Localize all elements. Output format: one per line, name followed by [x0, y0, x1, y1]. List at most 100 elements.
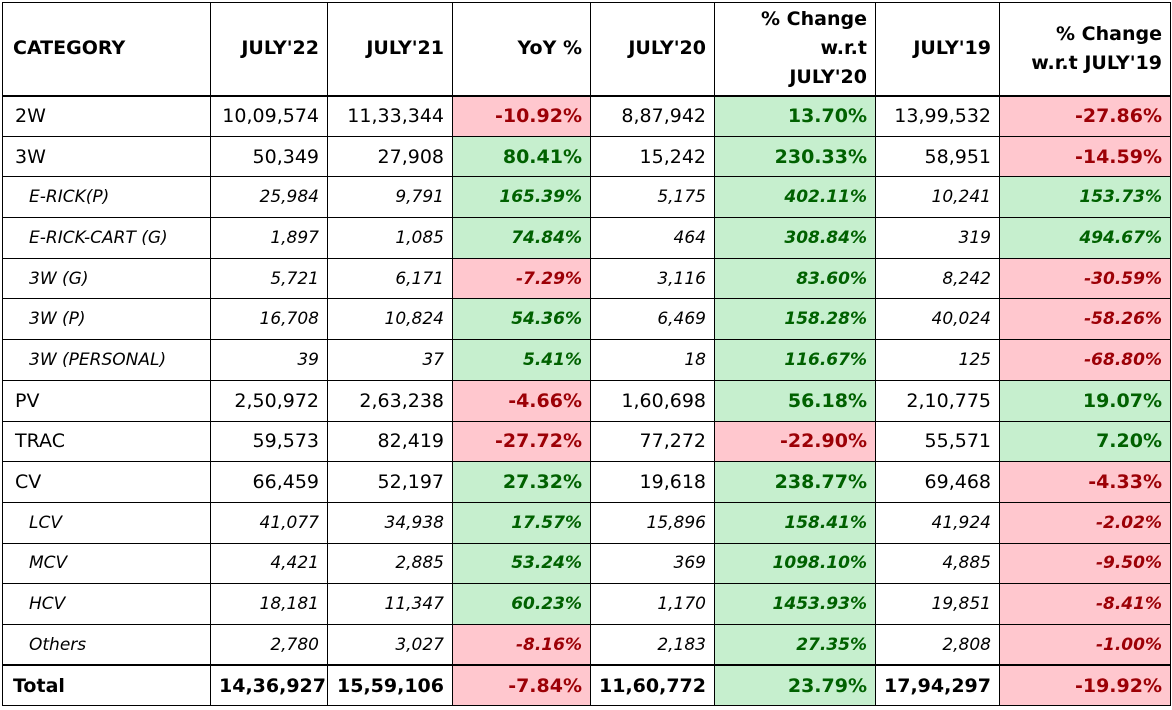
cell-chg19: -9.50% — [999, 542, 1171, 585]
cell-category: 3W (PERSONAL) — [2, 339, 211, 381]
cell-category: CV — [2, 461, 211, 503]
cell-chg20: 308.84% — [714, 217, 876, 259]
cell-july20: 6,469 — [590, 298, 715, 341]
cell-yoy: 27.32% — [452, 461, 591, 503]
cell-category: Total — [2, 664, 211, 707]
cell-chg19: -68.80% — [999, 339, 1171, 381]
header-change-july19-line1: % Change — [1056, 22, 1162, 45]
cell-july19: 40,024 — [875, 298, 1000, 341]
cell-chg20: 158.28% — [714, 298, 876, 341]
sub-category-row: E-RICK-CART (G) 1,897 1,085 74.84% 464 308.84… — [2, 217, 1171, 259]
cell-yoy: 54.36% — [452, 298, 591, 341]
cell-july20: 15,242 — [590, 135, 715, 178]
cell-july19: 13,99,532 — [875, 95, 1000, 137]
cell-chg20: 238.77% — [714, 461, 876, 503]
cell-july20: 464 — [590, 217, 715, 259]
cell-july22: 25,984 — [210, 176, 328, 219]
header-july22: JULY'22 — [210, 2, 328, 97]
cell-july21: 52,197 — [327, 461, 453, 503]
sub-category-row: E-RICK(P) 25,984 9,791 165.39% 5,175 402.11% 1… — [2, 176, 1171, 219]
cell-chg19: 19.07% — [999, 379, 1171, 422]
cell-july19: 58,951 — [875, 135, 1000, 178]
cell-chg19: 153.73% — [999, 176, 1171, 219]
cell-july20: 18 — [590, 339, 715, 381]
category-row: TRAC 59,573 82,419 -27.72% 77,272 -22.90% 55,5… — [2, 420, 1171, 463]
header-yoy: YoY % — [452, 2, 591, 97]
cell-july20: 77,272 — [590, 420, 715, 463]
cell-chg20: 402.11% — [714, 176, 876, 219]
cell-july19: 319 — [875, 217, 1000, 259]
cell-yoy: 80.41% — [452, 135, 591, 178]
cell-july21: 2,63,238 — [327, 379, 453, 422]
cell-july22: 59,573 — [210, 420, 328, 463]
cell-chg20: 1453.93% — [714, 583, 876, 625]
category-row: PV 2,50,972 2,63,238 -4.66% 1,60,698 56.18% 2,… — [2, 379, 1171, 422]
header-category: CATEGORY — [2, 2, 211, 97]
cell-chg20: 13.70% — [714, 95, 876, 137]
sub-category-row: Others 2,780 3,027 -8.16% 2,183 27.35% 2,808 -1… — [2, 623, 1171, 666]
cell-chg20: 1098.10% — [714, 542, 876, 585]
cell-july22: 50,349 — [210, 135, 328, 178]
cell-july19: 8,242 — [875, 257, 1000, 300]
header-row: CATEGORY JULY'22 JULY'21 YoY % JULY'20 %… — [2, 2, 1171, 97]
cell-yoy: -4.66% — [452, 379, 591, 422]
cell-july19: 19,851 — [875, 583, 1000, 625]
table-body: 2W 10,09,574 11,33,344 -10.92% 8,87,942 13.70… — [2, 95, 1171, 707]
header-change-july19-line2: w.r.t JULY'19 — [1031, 51, 1162, 74]
cell-july22: 1,897 — [210, 217, 328, 259]
total-row: Total 14,36,927 15,59,106 -7.84% 11,60,772 23… — [2, 664, 1171, 707]
cell-chg19: -30.59% — [999, 257, 1171, 300]
cell-july19: 55,571 — [875, 420, 1000, 463]
cell-category: 3W — [2, 135, 211, 178]
header-july21: JULY'21 — [327, 2, 453, 97]
cell-july22: 2,50,972 — [210, 379, 328, 422]
cell-category: 3W (G) — [2, 257, 211, 300]
cell-yoy: 17.57% — [452, 501, 591, 544]
cell-july22: 41,077 — [210, 501, 328, 544]
cell-category: TRAC — [2, 420, 211, 463]
cell-july19: 2,10,775 — [875, 379, 1000, 422]
sub-category-row: 3W (G) 5,721 6,171 -7.29% 3,116 83.60% 8,242 -3… — [2, 257, 1171, 300]
cell-july22: 18,181 — [210, 583, 328, 625]
cell-july21: 10,824 — [327, 298, 453, 341]
cell-chg20: 83.60% — [714, 257, 876, 300]
cell-july20: 369 — [590, 542, 715, 585]
cell-chg20: 158.41% — [714, 501, 876, 544]
header-change-july20: % Change w.r.t JULY'20 — [714, 2, 876, 97]
cell-chg20: 230.33% — [714, 135, 876, 178]
cell-chg19: -8.41% — [999, 583, 1171, 625]
cell-category: 3W (P) — [2, 298, 211, 341]
cell-july21: 82,419 — [327, 420, 453, 463]
header-change-july20-line1: % Change — [761, 8, 867, 31]
cell-yoy: 53.24% — [452, 542, 591, 585]
cell-july21: 27,908 — [327, 135, 453, 178]
cell-chg19: -4.33% — [999, 461, 1171, 503]
cell-yoy: -8.16% — [452, 623, 591, 666]
cell-yoy: 165.39% — [452, 176, 591, 219]
cell-category: 2W — [2, 95, 211, 137]
cell-july20: 19,618 — [590, 461, 715, 503]
cell-chg20: 116.67% — [714, 339, 876, 381]
cell-july21: 1,085 — [327, 217, 453, 259]
cell-july20: 1,170 — [590, 583, 715, 625]
cell-yoy: -7.84% — [452, 664, 591, 707]
cell-chg20: 27.35% — [714, 623, 876, 666]
cell-category: MCV — [2, 542, 211, 585]
cell-category: E-RICK(P) — [2, 176, 211, 219]
cell-july22: 39 — [210, 339, 328, 381]
cell-july22: 66,459 — [210, 461, 328, 503]
cell-category: LCV — [2, 501, 211, 544]
cell-category: E-RICK-CART (G) — [2, 217, 211, 259]
cell-july21: 9,791 — [327, 176, 453, 219]
cell-july19: 125 — [875, 339, 1000, 381]
cell-july19: 10,241 — [875, 176, 1000, 219]
cell-july19: 2,808 — [875, 623, 1000, 666]
cell-chg20: 56.18% — [714, 379, 876, 422]
header-july20: JULY'20 — [590, 2, 715, 97]
cell-july21: 34,938 — [327, 501, 453, 544]
category-row: 2W 10,09,574 11,33,344 -10.92% 8,87,942 13.70… — [2, 95, 1171, 137]
cell-july20: 2,183 — [590, 623, 715, 666]
cell-chg19: -2.02% — [999, 501, 1171, 544]
cell-chg19: -14.59% — [999, 135, 1171, 178]
cell-july21: 11,347 — [327, 583, 453, 625]
